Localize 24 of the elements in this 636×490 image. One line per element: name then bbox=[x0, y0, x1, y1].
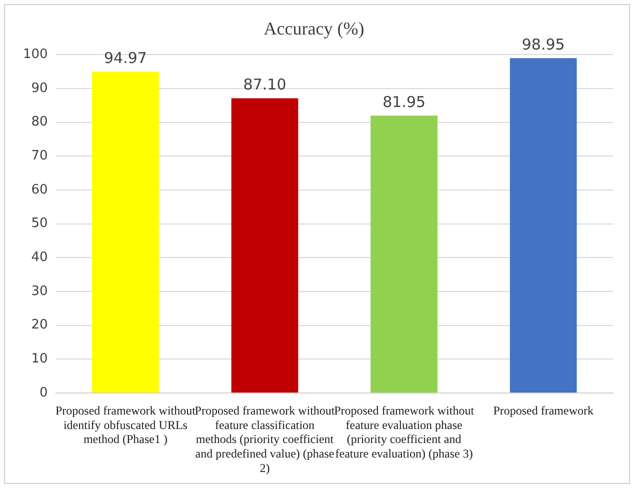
x-tick-label: Proposed framework bbox=[493, 403, 594, 418]
y-tick-label: 40 bbox=[31, 250, 48, 266]
x-tick-label: Proposed framework without feature evaluation phase (priority coefficient and feature evaluation) (phase 3) bbox=[334, 403, 475, 461]
data-label: 81.95 bbox=[382, 93, 426, 112]
y-tick-label: 0 bbox=[40, 385, 48, 400]
y-tick-label: 100 bbox=[22, 46, 48, 62]
bar bbox=[510, 58, 577, 392]
x-tick-label: Proposed framework without identify obfuscated URLs method (Phase1 ) bbox=[55, 403, 196, 446]
data-label: 98.95 bbox=[522, 36, 565, 54]
bar bbox=[92, 72, 159, 392]
data-label: 94.97 bbox=[104, 49, 147, 68]
bar bbox=[231, 98, 298, 392]
y-tick-label: 20 bbox=[31, 318, 48, 333]
y-tick-label: 80 bbox=[31, 114, 48, 130]
bar bbox=[370, 116, 438, 392]
y-tick-label: 30 bbox=[31, 284, 48, 299]
data-label: 87.10 bbox=[243, 76, 286, 94]
y-tick-label: 10 bbox=[31, 352, 48, 367]
y-tick-label: 50 bbox=[31, 216, 48, 232]
y-tick-label: 60 bbox=[31, 182, 48, 198]
x-tick-label: Proposed framework without feature classification methods (priority coefficient and predefined value) (phase 2) bbox=[194, 403, 336, 475]
y-tick-label: 70 bbox=[31, 148, 48, 164]
y-tick-label: 90 bbox=[31, 80, 48, 96]
chart-title: Accuracy (%) bbox=[264, 18, 364, 39]
